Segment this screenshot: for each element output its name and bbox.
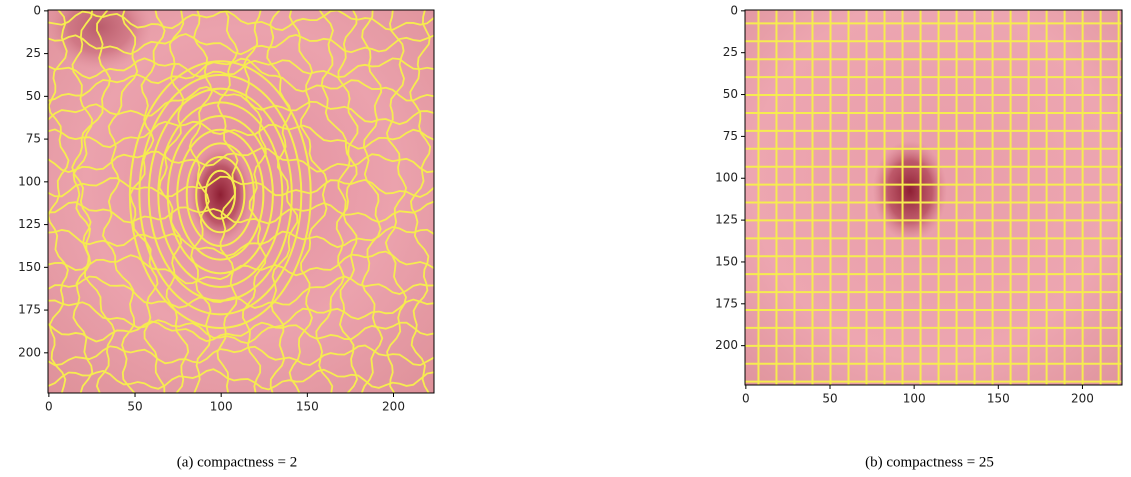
y-tick-label: 0 <box>730 3 738 17</box>
y-tick-label: 100 <box>715 171 738 185</box>
x-tick-label: 50 <box>127 400 142 414</box>
y-tick-label: 50 <box>723 87 738 101</box>
figure: 0 50 100 150 200 0 25 50 75 100 125 150 175 200 (a) co… <box>0 0 1131 477</box>
y-tick-label: 75 <box>723 129 738 143</box>
x-tick-label: 150 <box>987 392 1010 406</box>
caption: (b) compactness = 25 <box>865 454 994 470</box>
x-tick-label: 100 <box>903 392 926 406</box>
y-tick-label: 25 <box>26 46 41 60</box>
y-tick-label: 200 <box>18 345 41 359</box>
x-tick-label: 100 <box>210 400 233 414</box>
x-tick-label: 200 <box>382 400 405 414</box>
y-tick-label: 125 <box>18 217 41 231</box>
y-tick-label: 150 <box>715 254 738 268</box>
y-tick-label: 75 <box>26 132 41 146</box>
y-tick-label: 125 <box>715 213 738 227</box>
y-tick-label: 200 <box>715 338 738 352</box>
caption: (a) compactness = 2 <box>177 454 298 470</box>
image <box>48 0 434 393</box>
y-tick-label: 0 <box>33 3 41 17</box>
y-tick-label: 50 <box>26 89 41 103</box>
y-tick-label: 150 <box>18 260 41 274</box>
page: 0 50 100 150 200 0 25 50 75 100 125 150 175 200 (a) co… <box>0 0 1131 477</box>
image <box>745 10 1122 385</box>
x-tick-label: 200 <box>1071 392 1094 406</box>
x-tick-label: 0 <box>742 392 750 406</box>
y-tick-label: 175 <box>715 296 738 310</box>
y-tick-label: 100 <box>18 174 41 188</box>
x-tick-label: 0 <box>45 400 53 414</box>
x-tick-label: 150 <box>296 400 319 414</box>
y-tick-label: 25 <box>723 45 738 59</box>
x-tick-label: 50 <box>822 392 837 406</box>
y-tick-label: 175 <box>18 303 41 317</box>
